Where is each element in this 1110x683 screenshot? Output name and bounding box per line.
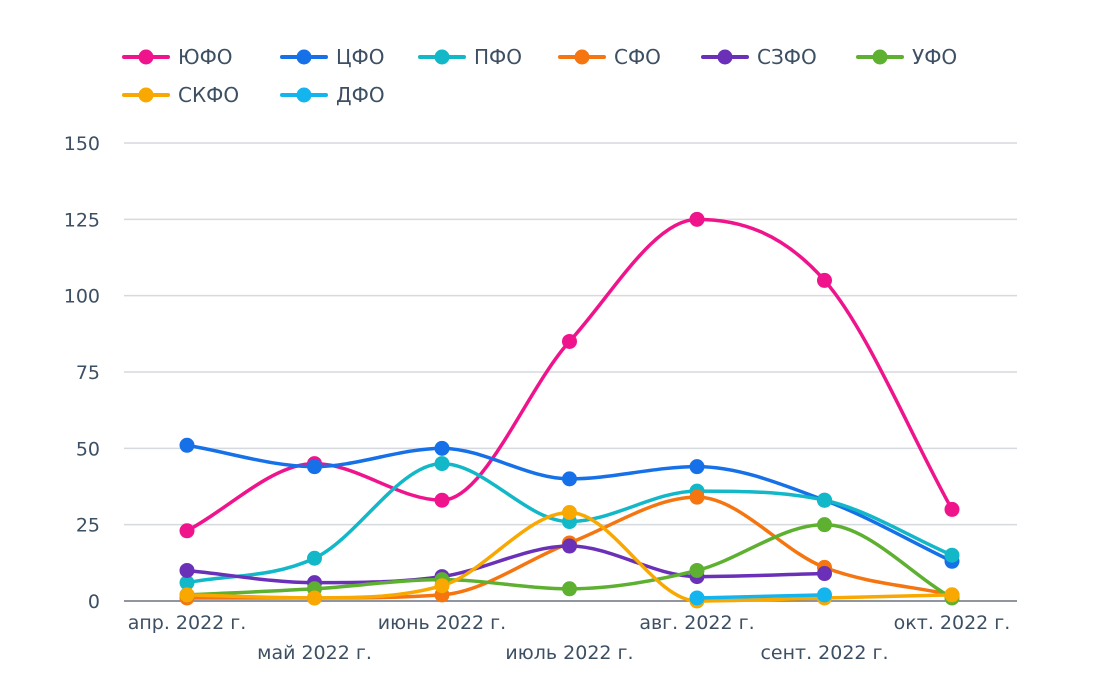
- y-tick-label: 50: [76, 438, 100, 460]
- data-point[interactable]: [689, 489, 705, 505]
- data-point[interactable]: [179, 575, 195, 591]
- data-point[interactable]: [817, 566, 832, 582]
- y-tick-label: 0: [88, 591, 100, 613]
- legend-label: СФО: [614, 45, 661, 69]
- legend-item[interactable]: ПФО: [418, 45, 522, 69]
- legend-item[interactable]: СЗФО: [701, 45, 817, 69]
- legend-swatch-marker: [138, 49, 154, 65]
- data-point[interactable]: [689, 459, 705, 475]
- x-axis: апр. 2022 г. май 2022 г. июнь 2022 г. июль …: [128, 612, 1011, 664]
- data-point[interactable]: [817, 587, 832, 603]
- legend-swatch-marker: [574, 49, 590, 65]
- data-point[interactable]: [689, 562, 705, 578]
- legend-swatch-marker: [296, 49, 312, 65]
- series-points: [179, 211, 960, 609]
- x-tick-label: авг. 2022 г.: [639, 612, 754, 634]
- data-point[interactable]: [689, 211, 705, 227]
- x-tick-label: окт. 2022 г.: [894, 612, 1011, 634]
- legend-label: УФО: [912, 45, 957, 69]
- data-point[interactable]: [817, 492, 832, 508]
- data-point[interactable]: [689, 590, 705, 606]
- data-point[interactable]: [944, 547, 960, 563]
- legend-label: СКФО: [178, 83, 239, 107]
- legend-item[interactable]: ДФО: [280, 83, 385, 107]
- legend-swatch-marker: [872, 49, 888, 65]
- data-point[interactable]: [562, 333, 577, 349]
- x-tick-label: июнь 2022 г.: [378, 612, 506, 634]
- y-tick-label: 100: [64, 286, 100, 308]
- data-point[interactable]: [179, 562, 195, 578]
- legend: ЮФО ЦФО ПФО СФО СЗФО УФО СКФО ДФО: [122, 45, 957, 107]
- data-point[interactable]: [434, 456, 450, 472]
- data-point[interactable]: [944, 501, 960, 517]
- data-point[interactable]: [817, 517, 832, 533]
- data-point[interactable]: [562, 581, 577, 597]
- y-tick-label: 125: [64, 209, 100, 231]
- data-point[interactable]: [562, 504, 577, 520]
- legend-swatch-marker: [434, 49, 450, 65]
- legend-label: ДФО: [336, 83, 385, 107]
- series-line: [185, 544, 827, 585]
- legend-swatch-marker: [138, 87, 154, 103]
- y-tick-label: 150: [64, 133, 100, 155]
- data-point[interactable]: [307, 590, 322, 606]
- data-point[interactable]: [562, 538, 577, 554]
- legend-label: ЦФО: [336, 45, 385, 69]
- legend-item[interactable]: ЮФО: [122, 45, 233, 69]
- legend-swatch-marker: [717, 49, 733, 65]
- y-tick-label: 25: [76, 515, 100, 537]
- x-tick-label: июль 2022 г.: [505, 642, 633, 664]
- data-point[interactable]: [944, 587, 960, 603]
- data-point[interactable]: [434, 440, 450, 456]
- data-point[interactable]: [434, 578, 450, 594]
- legend-label: СЗФО: [757, 45, 817, 69]
- data-point[interactable]: [817, 272, 832, 288]
- x-tick-label: сент. 2022 г.: [760, 642, 888, 664]
- x-tick-label: май 2022 г.: [257, 642, 372, 664]
- legend-swatch-marker: [296, 87, 312, 103]
- data-point[interactable]: [179, 523, 195, 539]
- y-axis: 0 25 50 75 100 125 150: [64, 133, 100, 613]
- data-point[interactable]: [307, 550, 322, 566]
- legend-label: ПФО: [474, 45, 522, 69]
- data-point[interactable]: [179, 437, 195, 453]
- legend-item[interactable]: ЦФО: [280, 45, 385, 69]
- legend-label: ЮФО: [178, 45, 233, 69]
- x-tick-label: апр. 2022 г.: [128, 612, 247, 634]
- y-tick-label: 75: [76, 362, 100, 384]
- legend-item[interactable]: СФО: [558, 45, 661, 69]
- legend-item[interactable]: СКФО: [122, 83, 239, 107]
- data-point[interactable]: [179, 587, 195, 603]
- series-line: [695, 593, 827, 600]
- legend-item[interactable]: УФО: [856, 45, 957, 69]
- data-point[interactable]: [307, 459, 322, 475]
- data-point[interactable]: [434, 492, 450, 508]
- data-point[interactable]: [562, 471, 577, 487]
